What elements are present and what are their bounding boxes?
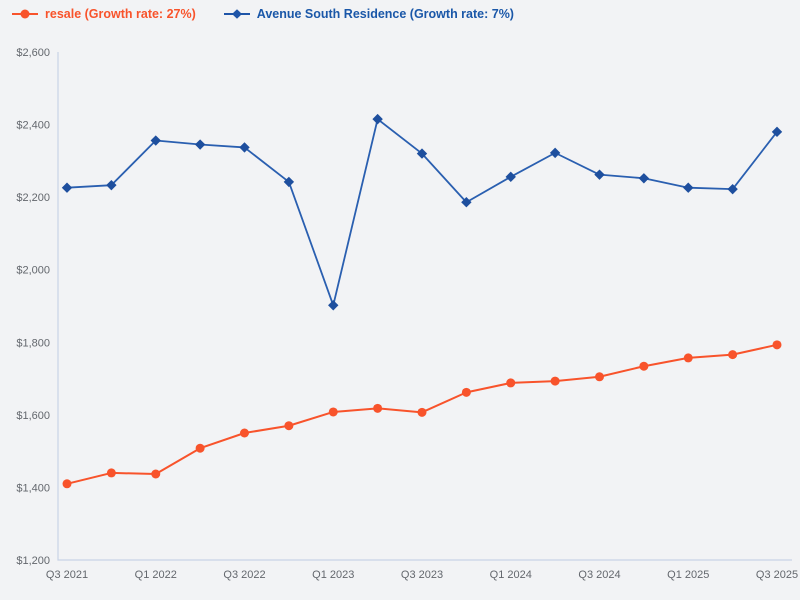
data-point — [62, 479, 72, 489]
data-point — [194, 139, 206, 150]
y-tick-label: $1,200 — [16, 555, 50, 567]
data-point — [61, 182, 73, 193]
x-tick-label: Q3 2023 — [401, 569, 443, 581]
data-point — [683, 353, 693, 363]
data-point — [373, 403, 383, 413]
data-point — [328, 407, 338, 417]
data-point — [150, 135, 161, 146]
data-point — [239, 142, 250, 153]
data-point — [683, 182, 694, 193]
data-point — [595, 372, 604, 382]
y-tick-label: $1,400 — [16, 482, 50, 494]
data-point — [106, 468, 116, 478]
data-point — [771, 126, 783, 138]
x-tick-label: Q1 2022 — [135, 569, 177, 581]
data-point — [549, 147, 561, 159]
x-tick-label: Q3 2022 — [223, 569, 265, 581]
y-tick-label: $1,800 — [16, 337, 50, 349]
y-tick-label: $2,200 — [16, 192, 50, 204]
x-tick-label: Q1 2023 — [312, 569, 354, 581]
x-tick-label: Q3 2021 — [46, 569, 88, 581]
data-point — [372, 113, 383, 125]
data-point — [416, 148, 428, 159]
series-resale — [62, 340, 782, 489]
legend-item-avenue-south-residence[interactable]: Avenue South Residence (Growth rate: 7%) — [223, 7, 514, 21]
data-point — [151, 469, 161, 479]
data-point — [728, 350, 738, 360]
x-tick-label: Q1 2024 — [490, 569, 532, 581]
data-point — [772, 340, 782, 350]
data-point — [639, 361, 649, 371]
axis-lines — [57, 52, 792, 561]
chart-legend: resale (Growth rate: 27%) Avenue South R… — [12, 7, 514, 21]
data-point — [106, 179, 117, 191]
data-point — [727, 183, 738, 195]
y-tick-label: $1,600 — [16, 410, 50, 422]
series-avenue-south-residence — [61, 113, 783, 311]
data-point — [461, 197, 472, 208]
legend-item-resale[interactable]: resale (Growth rate: 27%) — [12, 7, 196, 21]
legend-label-avenue-south-residence: Avenue South Residence (Growth rate: 7%) — [256, 7, 514, 21]
data-point — [550, 376, 560, 386]
data-point — [505, 171, 516, 183]
data-point — [195, 443, 205, 453]
x-tick-label: Q3 2025 — [756, 569, 798, 581]
data-point — [638, 173, 650, 184]
y-tick-label: $2,400 — [16, 120, 50, 132]
diamond-marker-icon — [223, 8, 250, 20]
data-point — [417, 407, 427, 417]
data-point — [461, 387, 471, 397]
x-tick-label: Q1 2025 — [667, 569, 709, 581]
data-point — [284, 421, 294, 431]
data-point — [283, 176, 295, 188]
series-line — [66, 118, 778, 307]
data-point — [506, 378, 516, 388]
circle-marker-icon — [12, 8, 38, 20]
legend-label-resale: resale (Growth rate: 27%) — [45, 7, 196, 21]
y-tick-label: $2,000 — [16, 265, 50, 277]
data-point — [594, 169, 605, 180]
x-tick-label: Q3 2024 — [578, 569, 620, 581]
data-point — [328, 300, 339, 311]
data-point — [240, 428, 249, 438]
y-tick-label: $2,600 — [16, 47, 50, 59]
